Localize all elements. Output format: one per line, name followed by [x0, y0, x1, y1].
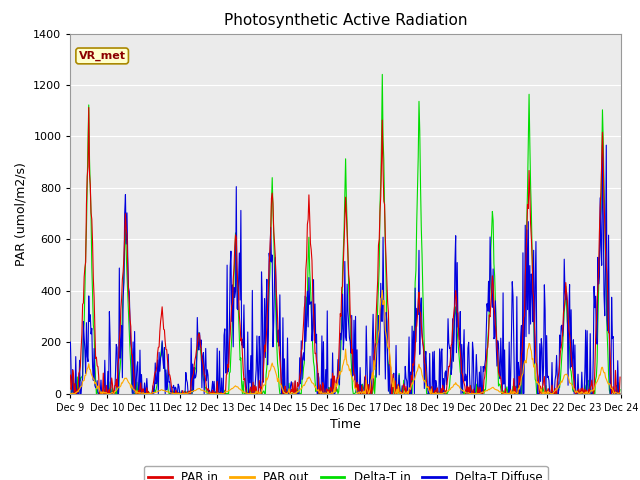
Legend: PAR in, PAR out, Delta-T in, Delta-T Diffuse: PAR in, PAR out, Delta-T in, Delta-T Dif…: [143, 466, 548, 480]
X-axis label: Time: Time: [330, 418, 361, 431]
Text: VR_met: VR_met: [79, 51, 125, 61]
Title: Photosynthetic Active Radiation: Photosynthetic Active Radiation: [224, 13, 467, 28]
Y-axis label: PAR (umol/m2/s): PAR (umol/m2/s): [15, 162, 28, 265]
